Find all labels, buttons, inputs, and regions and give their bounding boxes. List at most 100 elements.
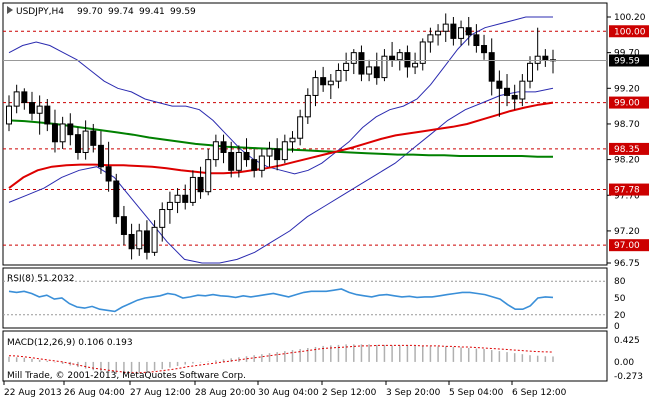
candle xyxy=(389,41,396,67)
price-tick-label: 97.20 xyxy=(614,227,640,237)
level-labels: 100.00 99.00 98.35 97.78 97.00 xyxy=(609,25,649,252)
candle xyxy=(82,120,89,160)
candle xyxy=(358,45,365,82)
level-label: 97.00 xyxy=(614,241,640,251)
candle xyxy=(404,45,411,78)
level-label: 99.00 xyxy=(614,99,640,109)
candle xyxy=(465,17,472,46)
candle xyxy=(496,70,503,117)
rsi-axis: 80 50 200 xyxy=(614,277,626,332)
bollinger-upper xyxy=(8,16,553,175)
rsi-tick-label: 0 xyxy=(614,322,620,332)
ma-slow-line xyxy=(8,119,553,158)
candle xyxy=(174,188,181,214)
candle xyxy=(113,173,120,224)
time-tick-label: 26 Aug 04:00 xyxy=(64,388,125,398)
candle xyxy=(235,145,242,178)
candle xyxy=(427,27,434,53)
rsi-tick-label: 20 xyxy=(614,311,626,321)
price-tick-label: 100.20 xyxy=(614,13,646,23)
candle xyxy=(327,74,334,99)
candle xyxy=(274,138,281,171)
candle xyxy=(44,99,51,132)
candle xyxy=(212,134,219,167)
time-tick-label: 2 Sep 12:00 xyxy=(322,388,377,398)
time-tick-label: 27 Aug 12:00 xyxy=(130,388,191,398)
candlesticks xyxy=(6,13,556,260)
candle xyxy=(458,20,465,46)
rsi-levels xyxy=(3,280,607,316)
ohlc-high: 99.74 xyxy=(108,7,134,17)
macd-tick-label: 0.00 xyxy=(614,358,634,368)
candle xyxy=(6,95,12,132)
price-tick-label: 97.70 xyxy=(614,191,640,201)
bollinger-lower xyxy=(8,87,554,264)
time-tick-label: 22 Aug 2013 xyxy=(4,388,62,398)
rsi-tick-label: 80 xyxy=(614,277,626,287)
candle xyxy=(519,74,526,107)
candle xyxy=(90,123,97,153)
macd-histogram xyxy=(8,344,554,375)
bollinger-bands xyxy=(8,16,554,264)
level-label-box xyxy=(609,142,649,155)
candle xyxy=(473,24,480,53)
level-label: 98.35 xyxy=(614,145,640,155)
candle xyxy=(166,191,173,224)
candle xyxy=(289,131,296,153)
candle xyxy=(143,220,150,260)
time-tick-label: 5 Sep 04:00 xyxy=(449,388,504,398)
candle xyxy=(350,49,357,75)
candle xyxy=(488,38,495,96)
candle xyxy=(36,95,43,135)
candle xyxy=(366,59,373,82)
candle xyxy=(320,66,327,92)
candle xyxy=(534,27,541,71)
symbol-label: USDJPY,H4 xyxy=(16,7,64,17)
time-tick-label: 3 Sep 20:00 xyxy=(386,388,441,398)
rsi-line xyxy=(8,288,554,313)
candle xyxy=(435,24,442,46)
symbol-arrow-icon xyxy=(7,6,13,14)
level-label-box xyxy=(609,25,649,38)
rsi-title: RSI(8) 51.2032 xyxy=(7,274,74,284)
macd-tick-label: -0.273 xyxy=(614,372,643,382)
rsi-panel[interactable] xyxy=(2,267,608,329)
candle xyxy=(28,91,35,121)
candle xyxy=(266,141,273,167)
candle xyxy=(450,17,457,46)
candle xyxy=(343,52,350,82)
candle xyxy=(182,184,189,210)
candle xyxy=(228,141,235,178)
current-price-label: 99.59 xyxy=(609,54,649,67)
candle xyxy=(189,170,196,206)
candle xyxy=(151,220,158,256)
candle xyxy=(21,88,28,110)
time-tick-label: 6 Sep 12:00 xyxy=(512,388,567,398)
price-tick-label: 98.20 xyxy=(614,156,640,166)
candle xyxy=(542,49,549,67)
macd-axis: 0.425 0.00 -0.273 xyxy=(614,336,643,382)
candle xyxy=(197,166,204,199)
ohlc-close: 99.59 xyxy=(170,7,196,17)
ohlc-open: 99.70 xyxy=(77,7,103,17)
candle xyxy=(396,49,403,71)
time-axis: 22 Aug 2013 26 Aug 04:00 27 Aug 12:00 28 Au… xyxy=(3,381,567,398)
candle xyxy=(220,134,227,164)
price-tick-label: 99.70 xyxy=(614,49,640,59)
candle xyxy=(13,84,20,114)
candle xyxy=(381,49,388,82)
candle xyxy=(67,113,74,146)
candle xyxy=(297,109,304,146)
macd-tick-label: 0.425 xyxy=(614,336,640,346)
candle xyxy=(97,131,104,174)
candle xyxy=(481,34,488,60)
candle xyxy=(59,116,66,149)
candle xyxy=(51,109,58,153)
price-tick-label: 96.75 xyxy=(614,259,640,269)
candle xyxy=(105,141,112,192)
candle xyxy=(258,148,265,178)
price-panel[interactable] xyxy=(2,2,608,266)
candle xyxy=(205,148,212,196)
price-tick-label: 99.20 xyxy=(614,84,640,94)
